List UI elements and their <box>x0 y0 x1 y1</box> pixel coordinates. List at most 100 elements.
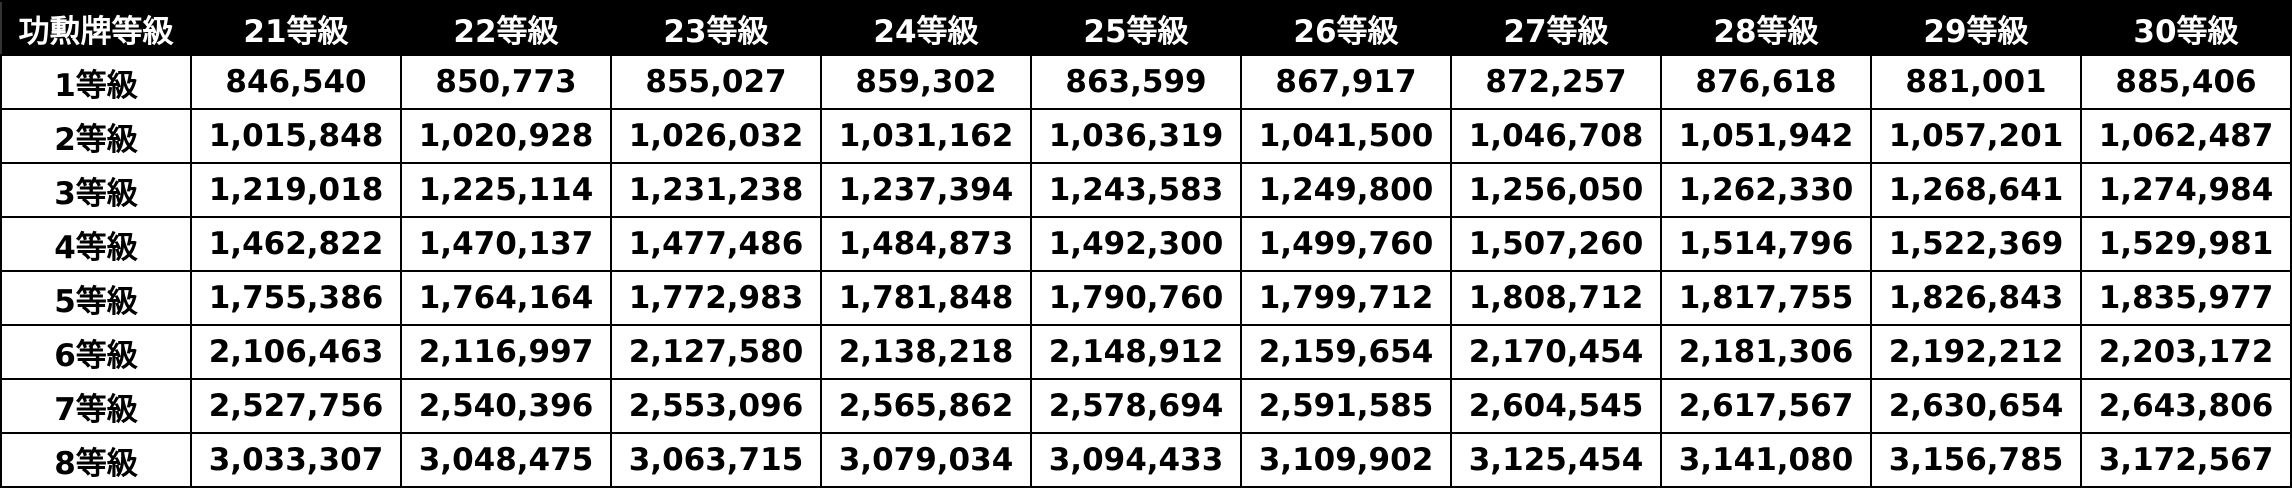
cell-value: 1,499,760 <box>1240 216 1452 272</box>
cell-value: 2,578,694 <box>1030 378 1242 434</box>
cell-value: 2,106,463 <box>190 324 402 380</box>
cell-value: 3,094,433 <box>1030 432 1242 488</box>
cell-value: 2,148,912 <box>1030 324 1242 380</box>
cell-value: 1,514,796 <box>1660 216 1872 272</box>
header-cell: 29等級 <box>1870 0 2082 56</box>
cell-value: 2,138,218 <box>820 324 1032 380</box>
cell-value: 3,033,307 <box>190 432 402 488</box>
row-label: 4等級 <box>0 216 192 272</box>
cell-value: 863,599 <box>1030 54 1242 110</box>
cell-value: 855,027 <box>610 54 822 110</box>
table-row: 4等級 1,462,822 1,470,137 1,477,486 1,484,873 1… <box>0 216 2292 272</box>
table-row: 2等級 1,015,848 1,020,928 1,026,032 1,031,162 1… <box>0 108 2292 164</box>
table-row: 8等級 3,033,307 3,048,475 3,063,715 3,079,034 3… <box>0 432 2292 488</box>
cell-value: 3,079,034 <box>820 432 1032 488</box>
cell-value: 1,262,330 <box>1660 162 1872 218</box>
cell-value: 2,159,654 <box>1240 324 1452 380</box>
cell-value: 885,406 <box>2080 54 2292 110</box>
cell-value: 1,026,032 <box>610 108 822 164</box>
cell-value: 1,041,500 <box>1240 108 1452 164</box>
header-corner: 功勲牌等級 <box>0 0 192 56</box>
header-row: 功勲牌等級 21等級 22等級 23等級 24等級 25等級 26等級 27等級 28等級 29等… <box>0 0 2292 56</box>
cell-value: 1,477,486 <box>610 216 822 272</box>
header-cell: 25等級 <box>1030 0 1242 56</box>
cell-value: 1,036,319 <box>1030 108 1242 164</box>
cell-value: 1,268,641 <box>1870 162 2082 218</box>
header-cell: 22等級 <box>400 0 612 56</box>
cell-value: 1,237,394 <box>820 162 1032 218</box>
header-cell: 26等級 <box>1240 0 1452 56</box>
cell-value: 3,172,567 <box>2080 432 2292 488</box>
cell-value: 1,225,114 <box>400 162 612 218</box>
cell-value: 2,604,545 <box>1450 378 1662 434</box>
cell-value: 1,020,928 <box>400 108 612 164</box>
cell-value: 1,492,300 <box>1030 216 1242 272</box>
cell-value: 3,109,902 <box>1240 432 1452 488</box>
cell-value: 3,063,715 <box>610 432 822 488</box>
row-label: 8等級 <box>0 432 192 488</box>
cell-value: 2,553,096 <box>610 378 822 434</box>
cell-value: 3,141,080 <box>1660 432 1872 488</box>
cell-value: 2,591,585 <box>1240 378 1452 434</box>
cell-value: 1,808,712 <box>1450 270 1662 326</box>
cell-value: 3,156,785 <box>1870 432 2082 488</box>
header-cell: 28等級 <box>1660 0 1872 56</box>
cell-value: 1,522,369 <box>1870 216 2082 272</box>
cell-value: 1,470,137 <box>400 216 612 272</box>
cell-value: 881,001 <box>1870 54 2082 110</box>
header-cell: 21等級 <box>190 0 402 56</box>
cell-value: 2,540,396 <box>400 378 612 434</box>
cell-value: 1,015,848 <box>190 108 402 164</box>
table-row: 7等級 2,527,756 2,540,396 2,553,096 2,565,862 2… <box>0 378 2292 434</box>
cell-value: 2,127,580 <box>610 324 822 380</box>
row-label: 6等級 <box>0 324 192 380</box>
cell-value: 2,116,997 <box>400 324 612 380</box>
cell-value: 1,764,164 <box>400 270 612 326</box>
cell-value: 1,051,942 <box>1660 108 1872 164</box>
cell-value: 1,057,201 <box>1870 108 2082 164</box>
cell-value: 2,617,567 <box>1660 378 1872 434</box>
header-cell: 24等級 <box>820 0 1032 56</box>
cell-value: 2,643,806 <box>2080 378 2292 434</box>
cell-value: 1,835,977 <box>2080 270 2292 326</box>
cell-value: 1,772,983 <box>610 270 822 326</box>
cell-value: 1,799,712 <box>1240 270 1452 326</box>
row-label: 5等級 <box>0 270 192 326</box>
cell-value: 3,125,454 <box>1450 432 1662 488</box>
cell-value: 867,917 <box>1240 54 1452 110</box>
cell-value: 1,046,708 <box>1450 108 1662 164</box>
cell-value: 859,302 <box>820 54 1032 110</box>
cell-value: 1,755,386 <box>190 270 402 326</box>
cell-value: 1,826,843 <box>1870 270 2082 326</box>
cell-value: 1,507,260 <box>1450 216 1662 272</box>
row-label: 7等級 <box>0 378 192 434</box>
header-cell: 27等級 <box>1450 0 1662 56</box>
table-row: 1等級 846,540 850,773 855,027 859,302 863,599 86… <box>0 54 2292 110</box>
cell-value: 1,274,984 <box>2080 162 2292 218</box>
row-label: 1等級 <box>0 54 192 110</box>
cell-value: 3,048,475 <box>400 432 612 488</box>
row-label: 3等級 <box>0 162 192 218</box>
cell-value: 2,527,756 <box>190 378 402 434</box>
table-row: 5等級 1,755,386 1,764,164 1,772,983 1,781,848 1… <box>0 270 2292 326</box>
cell-value: 2,170,454 <box>1450 324 1662 380</box>
cell-value: 1,529,981 <box>2080 216 2292 272</box>
row-label: 2等級 <box>0 108 192 164</box>
cell-value: 2,192,212 <box>1870 324 2082 380</box>
header-cell: 23等級 <box>610 0 822 56</box>
cell-value: 1,219,018 <box>190 162 402 218</box>
header-cell: 30等級 <box>2080 0 2292 56</box>
cell-value: 1,231,238 <box>610 162 822 218</box>
cell-value: 1,062,487 <box>2080 108 2292 164</box>
cell-value: 850,773 <box>400 54 612 110</box>
cell-value: 1,484,873 <box>820 216 1032 272</box>
cell-value: 1,781,848 <box>820 270 1032 326</box>
cell-value: 1,462,822 <box>190 216 402 272</box>
cell-value: 2,630,654 <box>1870 378 2082 434</box>
cell-value: 1,031,162 <box>820 108 1032 164</box>
table-row: 3等級 1,219,018 1,225,114 1,231,238 1,237,394 1… <box>0 162 2292 218</box>
cell-value: 2,565,862 <box>820 378 1032 434</box>
cell-value: 1,817,755 <box>1660 270 1872 326</box>
table-row: 6等級 2,106,463 2,116,997 2,127,580 2,138,218 2… <box>0 324 2292 380</box>
